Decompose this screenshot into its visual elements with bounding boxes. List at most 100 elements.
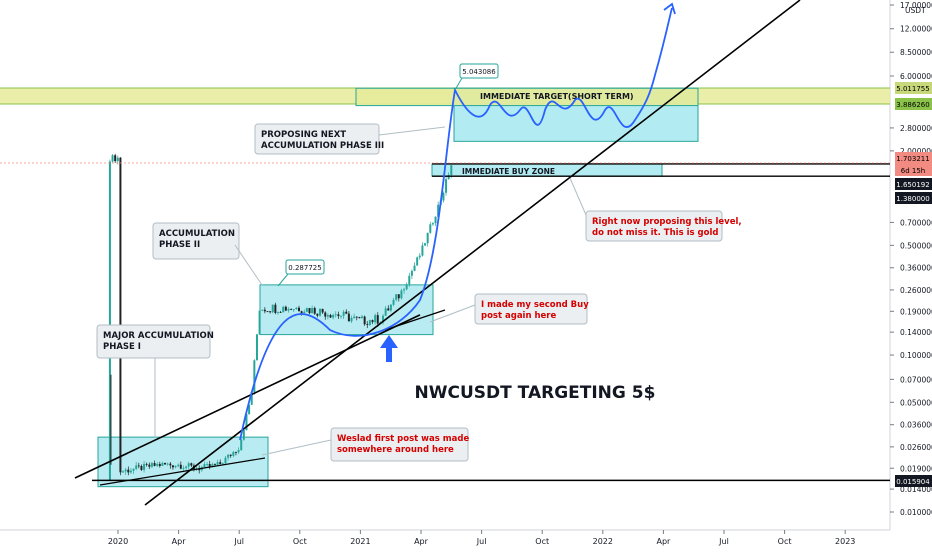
candle — [387, 308, 390, 311]
candle — [429, 224, 432, 233]
candle — [408, 275, 411, 285]
candle — [284, 306, 287, 311]
candle — [224, 457, 227, 464]
candle — [410, 270, 413, 276]
buy-zone-label: IMMEDIATE BUY ZONE — [462, 167, 555, 176]
x-tick-label: 2020 — [108, 537, 128, 546]
y-unit-label: USDT — [905, 6, 926, 15]
price-tag — [895, 192, 932, 204]
candle — [297, 307, 300, 312]
phase2-callout-line: ACCUMULATION — [159, 229, 235, 239]
arrow-up-icon — [380, 335, 398, 362]
x-tick-label: Apr — [656, 537, 671, 546]
candle — [179, 464, 182, 469]
candle — [345, 311, 348, 314]
candle — [129, 470, 132, 473]
candle — [116, 157, 119, 162]
candle — [389, 304, 392, 311]
candle — [450, 165, 453, 175]
candle — [442, 192, 445, 201]
x-tick-label: 2023 — [835, 537, 855, 546]
second-buy-callout-box — [474, 293, 588, 325]
buy-zone-note-callout-pointer — [569, 177, 587, 216]
candle — [290, 308, 293, 310]
x-tick-label: Apr — [414, 537, 429, 546]
price-tag-label: 1.650192 — [896, 181, 929, 189]
candle — [274, 304, 277, 313]
first-post-callout-pointer — [261, 439, 332, 456]
candle — [169, 463, 172, 466]
target-zone-label: IMMEDIATE TARGET(SHORT TERM) — [480, 92, 634, 101]
candle — [108, 161, 111, 480]
peak-label-mid: 0.287725 — [288, 264, 321, 272]
candle — [347, 313, 350, 322]
price-tag — [895, 82, 932, 94]
candle — [321, 308, 324, 313]
candle — [245, 414, 248, 430]
candle — [166, 463, 169, 465]
candle — [303, 311, 306, 314]
candle — [145, 463, 148, 465]
phase1-callout-line: PHASE I — [103, 342, 141, 352]
second-buy-callout-line: I made my second Buy — [481, 300, 589, 310]
candle — [258, 310, 261, 335]
price-tag-label: 0.015904 — [896, 478, 930, 486]
x-tick-label: Jul — [476, 537, 487, 546]
candle — [413, 265, 416, 271]
candle — [221, 463, 224, 465]
candle — [376, 315, 379, 324]
candle — [295, 307, 298, 310]
candle — [187, 463, 190, 467]
candle — [292, 309, 295, 310]
second-buy-callout-pointer — [429, 304, 476, 323]
x-tick-label: Apr — [172, 537, 187, 546]
candle — [324, 312, 327, 317]
candle — [111, 155, 114, 162]
first-post-callout-box — [330, 427, 469, 462]
candle — [363, 316, 366, 325]
candle — [237, 450, 240, 453]
buy-zone-note-callout-box — [585, 210, 723, 242]
trendline-main — [144, 0, 801, 506]
candle — [234, 451, 237, 453]
phase1-callout-box — [96, 324, 211, 359]
candle — [276, 312, 279, 313]
candle — [334, 314, 337, 316]
price-tag — [895, 475, 932, 487]
projection-arrowhead — [663, 2, 676, 15]
x-tick-label: Oct — [535, 537, 549, 546]
candle — [164, 463, 167, 465]
candle — [340, 315, 343, 317]
projection-curve — [239, 7, 673, 441]
candle — [185, 466, 188, 468]
candle — [403, 289, 406, 291]
candle — [242, 429, 245, 440]
trendline-second — [384, 309, 446, 331]
candle — [127, 469, 130, 473]
buy-zone-note-callout-line: Right now proposing this level, — [592, 217, 742, 227]
candle — [135, 465, 138, 469]
candle — [300, 311, 303, 314]
candle — [216, 462, 219, 465]
candle — [445, 179, 448, 193]
candle — [350, 318, 353, 322]
candle — [434, 216, 437, 224]
buy-zone-note-callout-line: do not miss it. This is gold — [592, 228, 718, 238]
first-post-callout-line: Weslad first post was made — [337, 434, 469, 444]
candle — [437, 204, 440, 217]
candle — [426, 232, 429, 244]
candle — [326, 315, 329, 317]
candle — [361, 316, 364, 319]
phase3-callout-line: ACCUMULATION PHASE III — [261, 141, 384, 151]
